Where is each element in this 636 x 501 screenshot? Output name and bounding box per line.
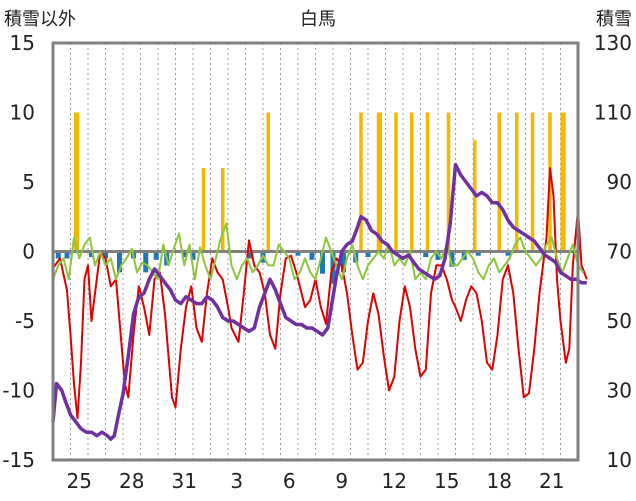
diff-bar (423, 251, 429, 258)
right-tick-label: 130 (594, 31, 632, 55)
precip-bar (378, 112, 382, 252)
x-tick-label: 3 (230, 469, 243, 493)
right-tick-label: 50 (607, 309, 632, 333)
temperature-line (52, 167, 588, 420)
diff-bar (143, 251, 149, 273)
diff-bar (190, 251, 196, 260)
precip-bar (394, 112, 398, 252)
left-tick-label: 0 (22, 240, 35, 264)
diff-bar (181, 251, 187, 258)
diff-bar (248, 251, 254, 259)
right-axis-title: 積雪 (596, 9, 632, 30)
precip-bar (201, 168, 206, 252)
x-tick-label: 28 (119, 469, 144, 493)
left-tick-label: 15 (10, 31, 35, 55)
diff-bar (435, 251, 441, 260)
left-tick-label: 5 (22, 170, 35, 194)
precip-bar (266, 112, 270, 252)
x-tick-label: 18 (487, 469, 512, 493)
diff-bar (320, 251, 325, 274)
left-tick-label: -10 (2, 379, 35, 403)
diff-bar (505, 251, 511, 256)
diff-bar (475, 251, 481, 256)
green-series-line (52, 222, 585, 281)
x-tick-label: 15 (434, 469, 459, 493)
diff-bar (103, 251, 108, 259)
left-tick-label: -5 (15, 309, 35, 333)
x-tick-label: 12 (382, 469, 407, 493)
precip-bars (74, 112, 566, 252)
right-axis-ticks: 130 110 90 70 50 30 10 (594, 31, 632, 472)
x-tick-label: 9 (335, 469, 348, 493)
left-axis-ticks: 15 10 5 0 -5 -10 -15 (2, 31, 35, 472)
precip-bar (530, 112, 535, 252)
series-lines (51, 162, 588, 441)
x-tick-label: 6 (283, 469, 296, 493)
precip-bar (359, 112, 363, 252)
diff-bar (341, 251, 346, 273)
diff-bar (64, 251, 70, 259)
diff-bar (89, 251, 94, 258)
precip-bar (446, 112, 451, 252)
diff-bar (153, 251, 159, 260)
precip-bar (497, 112, 501, 252)
precip-bar (515, 112, 519, 252)
precip-bar (425, 112, 430, 252)
diff-bar (365, 251, 371, 258)
right-tick-label: 110 (594, 101, 632, 125)
precip-bar (75, 112, 80, 252)
right-tick-label: 10 (607, 448, 632, 472)
chart-title: 白馬 (300, 9, 336, 30)
precip-bar (410, 112, 414, 252)
left-axis-title: 積雪以外 (4, 9, 76, 30)
right-tick-label: 30 (607, 379, 632, 403)
x-tick-label: 31 (172, 469, 197, 493)
diff-bar (309, 251, 315, 260)
plot-frame (51, 41, 580, 462)
snow-depth-line (51, 162, 587, 441)
right-tick-label: 90 (607, 170, 632, 194)
diff-bar (55, 251, 61, 259)
x-tick-label: 25 (67, 469, 92, 493)
precip-bar (562, 112, 566, 252)
left-tick-label: -15 (2, 448, 35, 472)
diff-bar (295, 251, 301, 256)
x-axis-ticks: 25 28 31 3 6 9 12 15 18 21 (67, 469, 565, 493)
left-tick-label: 10 (10, 101, 35, 125)
diff-bar (117, 251, 122, 273)
x-tick-label: 21 (539, 469, 564, 493)
diff-bar (449, 251, 455, 267)
right-tick-label: 70 (607, 240, 632, 264)
precip-bar (221, 168, 225, 252)
